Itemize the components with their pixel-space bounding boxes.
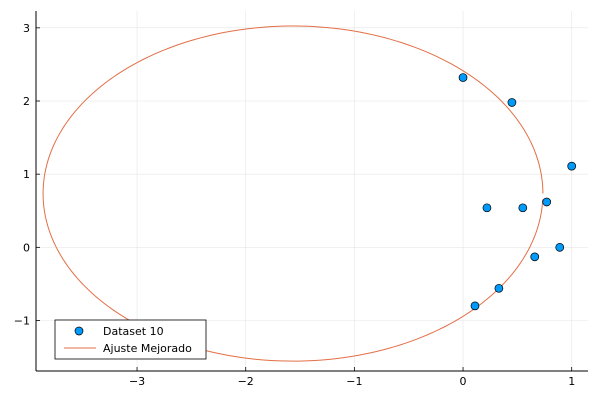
legend: Dataset 10 Ajuste Mejorado: [54, 319, 207, 360]
scatter-point: [567, 161, 577, 171]
legend-label-dataset-10: Dataset 10: [103, 325, 164, 338]
axes: [35, 11, 588, 372]
legend-label-ajuste-mejorado: Ajuste Mejorado: [103, 342, 192, 355]
y-tick-label: 2: [23, 95, 30, 108]
legend-marker-dataset-10: [74, 326, 84, 336]
y-tick-label: 3: [23, 22, 30, 35]
grid: [36, 11, 588, 371]
scatter-point: [507, 98, 517, 107]
x-ticks: −3 −2 −1 0 1: [129, 367, 575, 388]
x-tick-label: −1: [346, 375, 362, 388]
scatter-point: [555, 242, 565, 252]
x-tick-label: −3: [129, 375, 145, 388]
y-ticks: −1 0 1 2 3: [14, 22, 40, 328]
y-tick-label: 1: [23, 168, 30, 181]
legend-box: [54, 319, 207, 360]
fit-curve-ajuste-mejorado: [42, 25, 544, 362]
series-layer: [42, 25, 577, 362]
scatter-point: [458, 73, 468, 82]
y-tick-label: −1: [14, 315, 30, 328]
scatter-point: [470, 301, 480, 311]
scatter-point: [530, 252, 540, 262]
x-tick-label: −2: [238, 375, 254, 388]
scatter-point: [494, 283, 504, 293]
y-tick-label: 0: [23, 241, 30, 254]
scatter-point: [518, 203, 528, 213]
scatter-point: [482, 203, 492, 213]
scatter-point: [542, 197, 552, 207]
x-tick-label: 1: [568, 375, 575, 388]
x-tick-label: 0: [460, 375, 467, 388]
